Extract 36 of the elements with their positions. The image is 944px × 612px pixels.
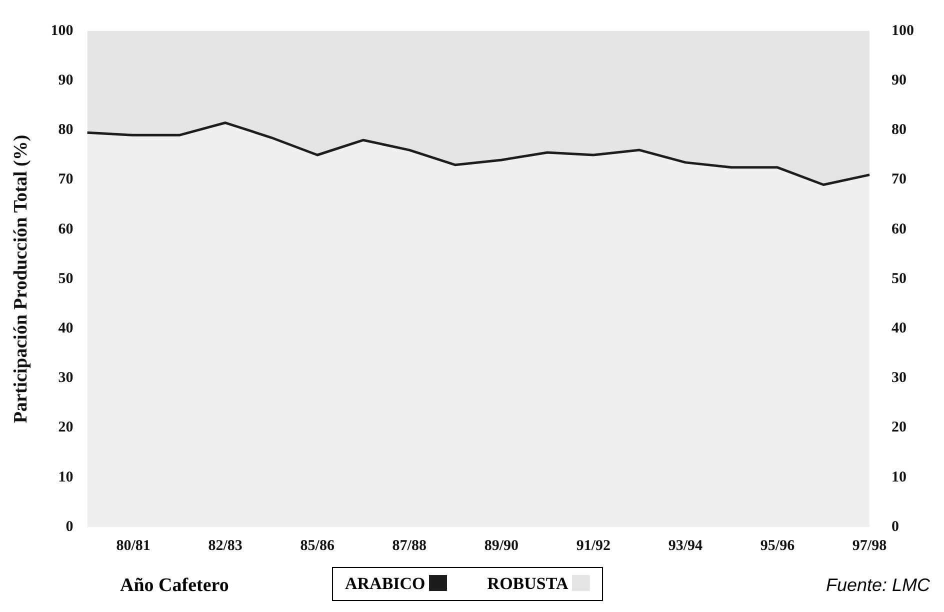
x-tick-label: 80/81 — [116, 538, 150, 554]
y2-tick-label: 30 — [892, 370, 906, 386]
y-tick-label: 100 — [50, 22, 74, 39]
source-note: Fuente: LMC — [826, 575, 930, 596]
x-tick-label: 97/98 — [852, 538, 887, 554]
x-tick-label: 91/92 — [576, 538, 611, 554]
y-tick-label: 70 — [58, 172, 74, 188]
x-tick-label: 87/88 — [392, 538, 426, 554]
y2-tick-label: 90 — [892, 72, 906, 88]
y2-tick-label: 80 — [892, 122, 906, 138]
y-tick-label: 90 — [58, 72, 74, 88]
y-tick-label: 80 — [58, 122, 74, 138]
y2-tick-label: 20 — [892, 420, 906, 436]
y-tick-label: 50 — [58, 270, 74, 287]
x-tick-label: 93/94 — [668, 538, 704, 554]
x-tick-label: 82/83 — [208, 538, 242, 554]
y-axis-title: Participación Producción Total (%) — [10, 134, 32, 424]
y-tick-label: 0 — [66, 518, 74, 535]
x-tick-label: 85/86 — [300, 538, 335, 554]
x-axis-title: Año Cafetero — [120, 575, 229, 597]
y-tick-label: 10 — [58, 469, 74, 486]
y2-tick-label: 50 — [892, 270, 906, 287]
x-tick-label: 89/90 — [484, 538, 518, 554]
legend-label: ARABICO — [345, 574, 426, 594]
y2-tick-label: 10 — [892, 469, 906, 486]
y2-tick-label: 0 — [892, 518, 899, 535]
y2-tick-label: 70 — [892, 172, 906, 188]
y2-tick-label: 100 — [892, 22, 914, 39]
x-tick-label: 95/96 — [760, 538, 796, 554]
y2-tick-label: 60 — [892, 221, 906, 238]
y-tick-label: 20 — [58, 420, 74, 436]
y-tick-label: 40 — [58, 320, 74, 336]
y2-tick-label: 40 — [892, 320, 906, 336]
legend-label: ROBUSTA — [487, 574, 570, 594]
y-tick-label: 30 — [58, 370, 74, 386]
y-tick-label: 60 — [58, 221, 74, 238]
